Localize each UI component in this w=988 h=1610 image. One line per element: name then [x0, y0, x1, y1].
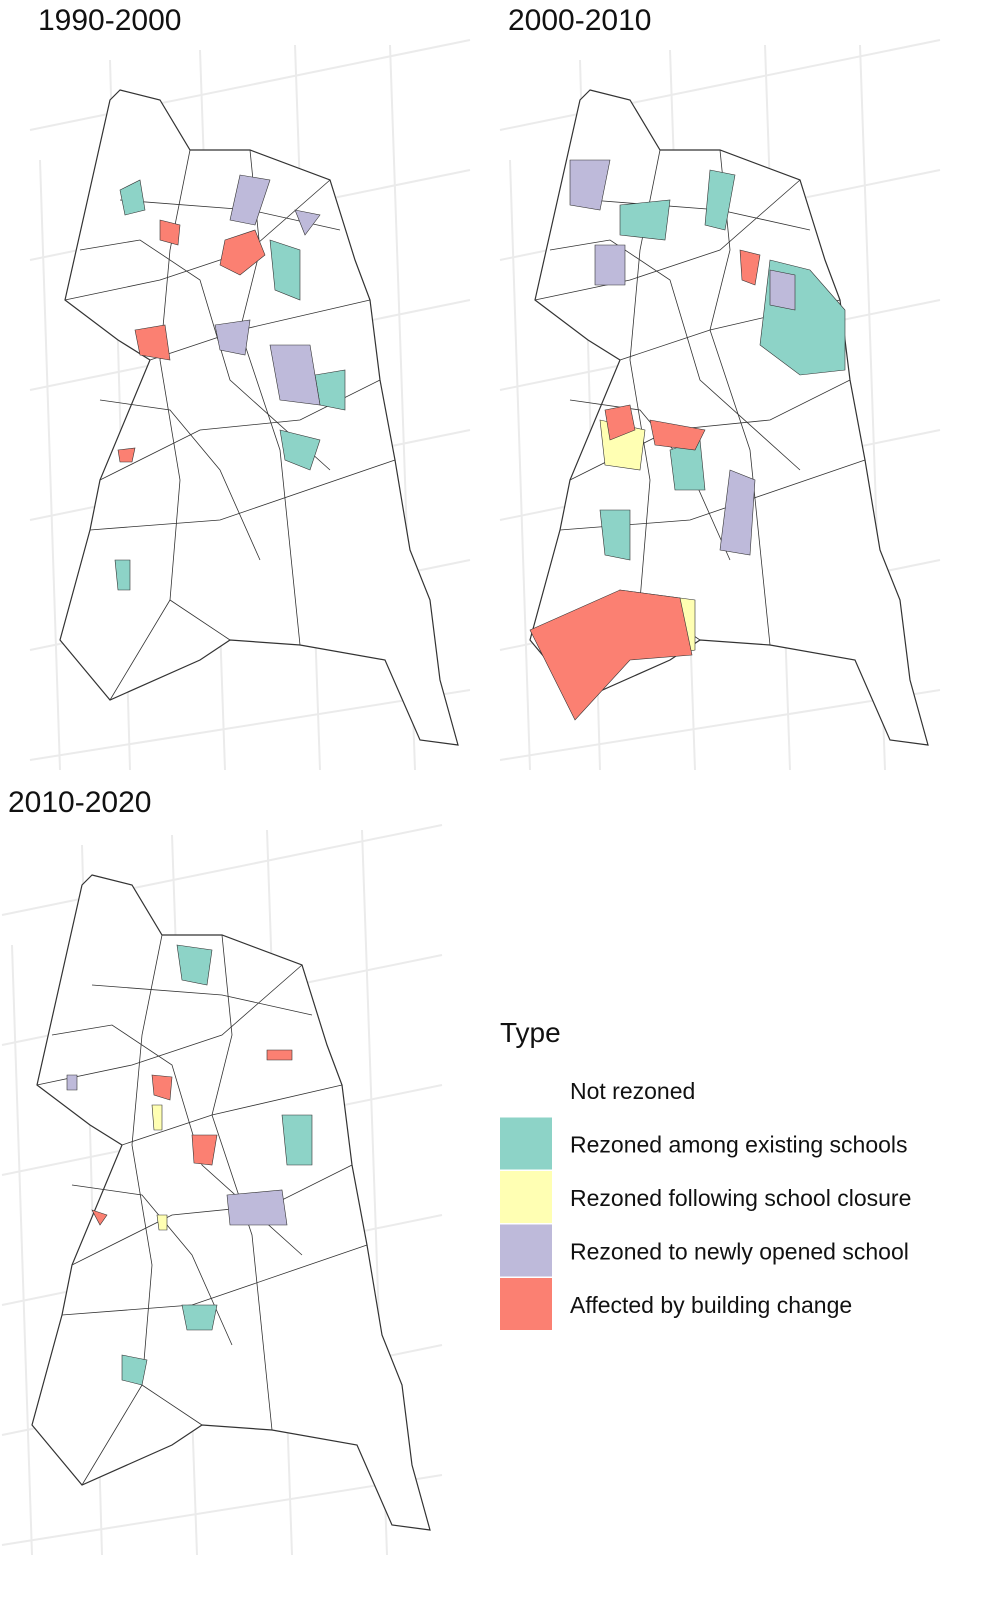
map-panel	[499, 39, 941, 771]
zone-patch	[134, 324, 171, 361]
zone-patch	[719, 469, 756, 556]
legend-title: Type	[500, 1017, 561, 1048]
legend-key	[500, 1117, 552, 1170]
legend-key	[500, 1064, 552, 1116]
zone-patch	[226, 1189, 288, 1226]
zone-patch	[91, 1209, 108, 1226]
panel-title: 1990-2000	[38, 4, 181, 37]
zone-patch	[739, 249, 761, 286]
zone-patch	[176, 944, 213, 986]
zone-patch	[151, 1074, 173, 1101]
map-panel	[1, 824, 443, 1556]
zone-patch	[269, 344, 321, 406]
panel-title: 2000-2010	[508, 4, 651, 37]
zone-patch	[219, 229, 266, 276]
zone-patch	[214, 319, 251, 356]
legend-label: Rezoned among existing schools	[570, 1132, 908, 1158]
zone-patch	[151, 1104, 163, 1131]
legend-label: Rezoned to newly opened school	[570, 1239, 909, 1265]
legend-key	[500, 1171, 552, 1223]
zone-patch	[119, 179, 146, 216]
zone-patch	[604, 404, 636, 441]
zone-patch	[279, 429, 321, 471]
map-panel	[29, 39, 471, 771]
legend-key	[500, 1224, 552, 1277]
zone-patch	[294, 209, 321, 236]
zone-patch	[181, 1304, 218, 1331]
zone-patch	[121, 1354, 148, 1386]
zone-patch	[649, 419, 706, 451]
zone-patch	[117, 447, 136, 463]
panel-title: 2010-2020	[8, 786, 151, 819]
zone-patch	[114, 559, 131, 591]
zone-patch	[599, 509, 631, 561]
zone-patch	[266, 1049, 293, 1061]
zone-patch	[191, 1134, 218, 1166]
zone-patch	[569, 159, 611, 211]
legend-label: Rezoned following school closure	[570, 1185, 911, 1211]
legend-label: Not rezoned	[570, 1078, 695, 1104]
zone-patch	[66, 1074, 78, 1091]
zone-patch	[229, 174, 271, 226]
zone-patch	[269, 239, 301, 301]
zone-patch	[159, 219, 181, 246]
zone-patch	[704, 169, 736, 231]
zone-patch	[529, 589, 693, 721]
legend-label: Affected by building change	[570, 1292, 852, 1318]
zone-patch	[619, 199, 671, 241]
zone-patch	[769, 269, 796, 311]
zone-patch	[156, 1214, 168, 1231]
legend: Type Not rezoned Rezoned among existing s…	[500, 1017, 911, 1330]
legend-key	[500, 1278, 552, 1330]
zone-patch	[281, 1114, 313, 1166]
zone-patch	[594, 244, 626, 286]
